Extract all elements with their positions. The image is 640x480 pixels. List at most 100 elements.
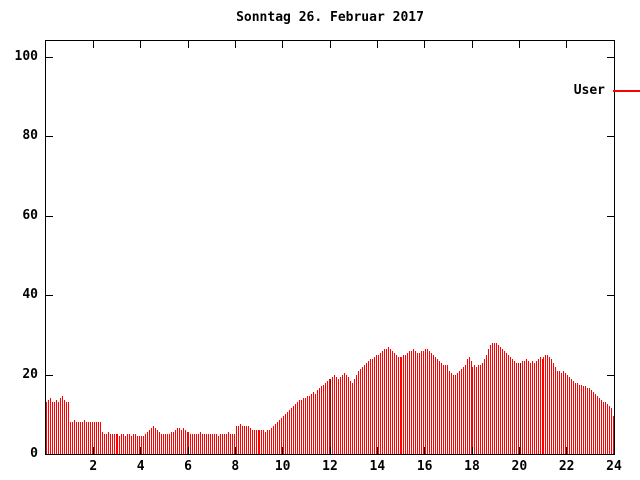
bar	[395, 355, 397, 454]
bar	[261, 430, 263, 454]
bar	[553, 363, 555, 454]
bar	[204, 434, 206, 454]
bar	[476, 367, 478, 454]
bar	[385, 349, 387, 454]
bar	[87, 422, 89, 454]
bar	[269, 430, 271, 454]
bar	[66, 402, 68, 454]
y-tick-label: 100	[14, 48, 38, 64]
bar	[314, 394, 316, 454]
bar	[389, 349, 391, 454]
bar	[52, 402, 54, 454]
bar	[255, 430, 257, 454]
bar	[249, 428, 251, 454]
bar	[251, 430, 253, 454]
bar	[521, 361, 523, 454]
bar	[468, 357, 470, 454]
bar	[507, 355, 509, 454]
x-tick-label: 8	[231, 459, 240, 474]
bar	[458, 371, 460, 454]
bar	[180, 430, 182, 454]
bar	[170, 432, 172, 454]
bar	[113, 434, 115, 454]
y-tick	[46, 56, 53, 58]
bar	[178, 428, 180, 454]
bar	[462, 367, 464, 454]
bar	[54, 402, 56, 454]
bar	[265, 432, 267, 454]
bar	[101, 432, 103, 454]
bar	[592, 392, 594, 454]
bar	[283, 416, 285, 454]
y-tick-label: 0	[30, 446, 38, 461]
bar	[600, 400, 602, 454]
bar	[64, 400, 66, 454]
bar	[464, 365, 466, 454]
bar	[229, 434, 231, 454]
bar	[166, 434, 168, 454]
chart-title: Sonntag 26. Februar 2017	[236, 10, 424, 25]
bar	[577, 383, 578, 454]
bar	[239, 424, 241, 454]
bar	[433, 355, 435, 454]
bar	[186, 432, 188, 454]
bar	[127, 434, 129, 454]
bar	[561, 373, 563, 454]
bar	[172, 432, 174, 454]
bar	[154, 428, 156, 454]
bar	[407, 353, 409, 454]
bar	[379, 353, 381, 454]
x-tick-top	[329, 41, 331, 48]
bar	[97, 422, 99, 454]
bar	[421, 351, 423, 454]
bar	[277, 422, 279, 454]
bar	[188, 432, 190, 454]
bar	[300, 400, 302, 454]
x-tick-label: 16	[416, 459, 433, 474]
bar	[105, 434, 107, 454]
bar	[72, 422, 74, 454]
bar	[535, 361, 537, 454]
bar	[567, 375, 569, 454]
bar	[196, 434, 198, 454]
bar	[527, 361, 529, 454]
x-tick-top	[234, 41, 236, 48]
legend: User	[536, 84, 640, 98]
x-tick-label: 24	[606, 459, 622, 474]
bar	[93, 422, 95, 454]
bar	[440, 363, 442, 454]
bar	[164, 434, 166, 454]
bar	[81, 422, 83, 454]
bar	[70, 422, 72, 454]
bar	[545, 355, 547, 454]
y-tick	[46, 215, 53, 217]
bar	[519, 363, 521, 454]
bar	[397, 357, 399, 454]
bar	[316, 390, 318, 454]
bar	[399, 357, 401, 454]
bar	[50, 398, 52, 454]
bar	[320, 386, 322, 454]
y-tick-label: 80	[22, 128, 38, 144]
bar	[580, 385, 582, 454]
bar	[95, 422, 97, 454]
x-tick-top	[566, 41, 568, 48]
x-tick-label: 2	[89, 459, 98, 474]
bar	[391, 351, 393, 454]
bar	[158, 432, 160, 454]
bar	[586, 388, 588, 454]
bar	[273, 426, 275, 454]
y-tick	[46, 295, 53, 297]
bar	[350, 381, 352, 454]
bar	[46, 402, 48, 454]
bar	[182, 428, 184, 454]
bar	[58, 402, 60, 454]
bar	[511, 359, 513, 454]
bar	[610, 408, 612, 454]
bar	[539, 357, 541, 454]
x-tick-label: 6	[184, 459, 192, 474]
bar	[85, 422, 87, 454]
bar	[369, 359, 371, 454]
bar	[612, 416, 614, 454]
bar	[367, 361, 369, 454]
